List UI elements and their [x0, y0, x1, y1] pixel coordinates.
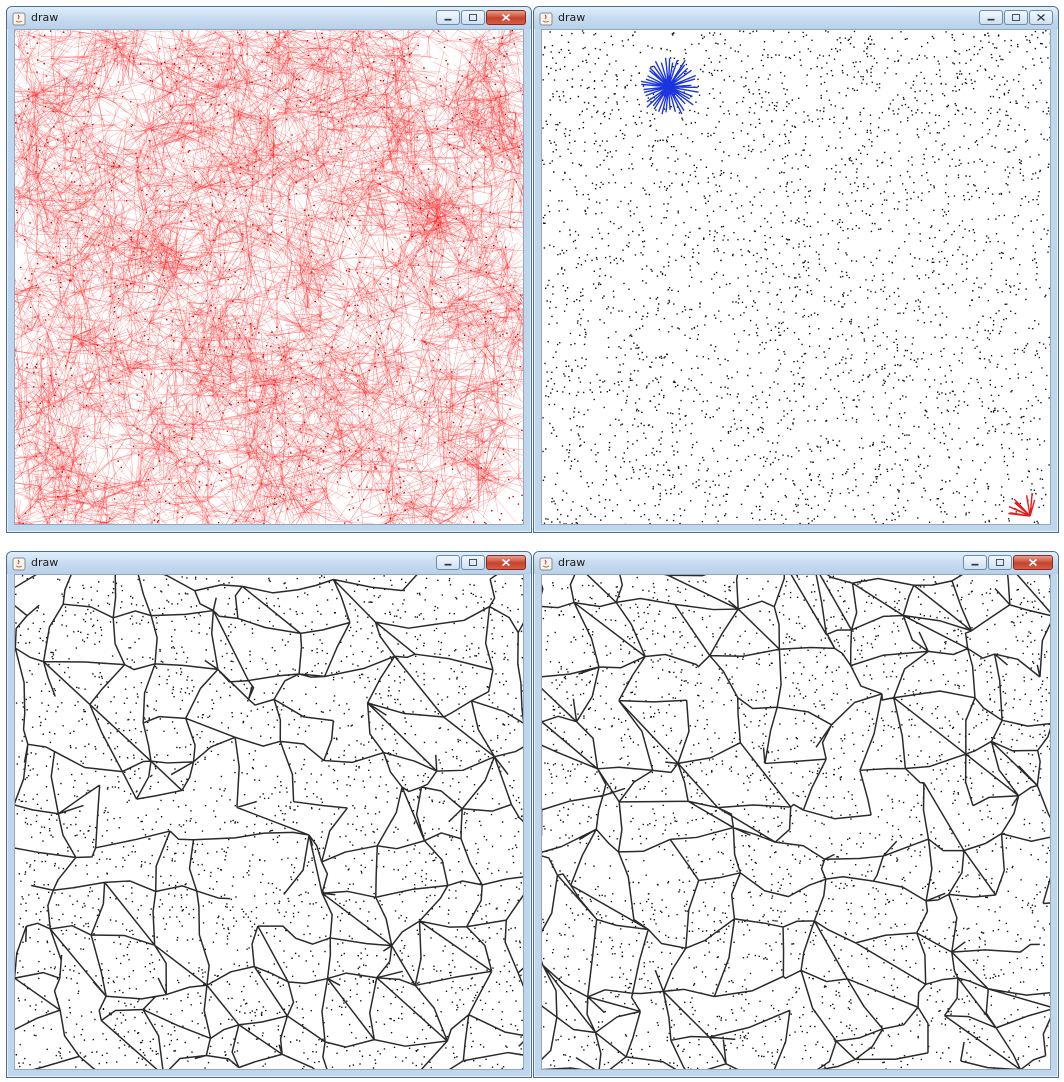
graph-edges [15, 30, 523, 524]
minimize-button[interactable] [436, 10, 460, 25]
close-icon [501, 13, 511, 22]
draw-window-points[interactable]: draw [533, 6, 1059, 533]
drawing-canvas[interactable] [14, 574, 524, 1070]
window-title: draw [558, 556, 586, 569]
java-icon [12, 556, 26, 571]
maximize-icon [1012, 14, 1020, 21]
maximize-button[interactable] [461, 10, 485, 25]
maximize-button[interactable] [461, 555, 485, 570]
minimize-icon [444, 563, 452, 566]
close-icon [1028, 558, 1038, 567]
network-plot [15, 575, 523, 1069]
start-node-star [640, 57, 699, 115]
point-markers [542, 575, 1050, 1069]
minimize-icon [444, 18, 452, 21]
drawing-canvas[interactable] [14, 29, 524, 525]
close-icon [501, 558, 511, 567]
minimize-button[interactable] [979, 10, 1003, 25]
java-icon [539, 556, 553, 571]
drawing-canvas[interactable] [541, 29, 1051, 525]
close-button[interactable] [486, 10, 526, 25]
draw-window-graph[interactable]: draw [6, 6, 532, 533]
point-markers [15, 575, 523, 1069]
point-markers [15, 30, 523, 524]
network-edges [15, 575, 523, 1069]
window-titlebar[interactable]: draw [534, 552, 1058, 574]
minimize-button[interactable] [963, 555, 987, 570]
window-title: draw [31, 556, 59, 569]
close-icon [1037, 13, 1045, 22]
drawing-canvas[interactable] [541, 574, 1051, 1070]
minimize-button[interactable] [436, 555, 460, 570]
java-icon [12, 11, 26, 26]
window-titlebar[interactable]: draw [7, 7, 531, 29]
maximize-icon [469, 559, 477, 566]
points-plot [542, 30, 1050, 524]
close-button[interactable] [1013, 555, 1053, 570]
minimize-icon [987, 18, 995, 21]
network-edges [542, 575, 1050, 1069]
window-title: draw [558, 11, 586, 24]
window-title: draw [31, 11, 59, 24]
graph-edges-plot [15, 30, 523, 524]
point-markers [542, 30, 1050, 524]
end-node-star [1008, 492, 1036, 517]
java-icon [539, 11, 553, 26]
minimize-icon [971, 563, 979, 566]
maximize-button[interactable] [988, 555, 1012, 570]
window-titlebar[interactable]: draw [534, 7, 1058, 29]
maximize-icon [469, 14, 477, 21]
draw-window-network-b[interactable]: draw [533, 551, 1059, 1078]
close-button[interactable] [486, 555, 526, 570]
maximize-icon [996, 559, 1004, 566]
close-button[interactable] [1029, 10, 1053, 25]
maximize-button[interactable] [1004, 10, 1028, 25]
draw-window-network-a[interactable]: draw [6, 551, 532, 1078]
window-titlebar[interactable]: draw [7, 552, 531, 574]
network-plot [542, 575, 1050, 1069]
